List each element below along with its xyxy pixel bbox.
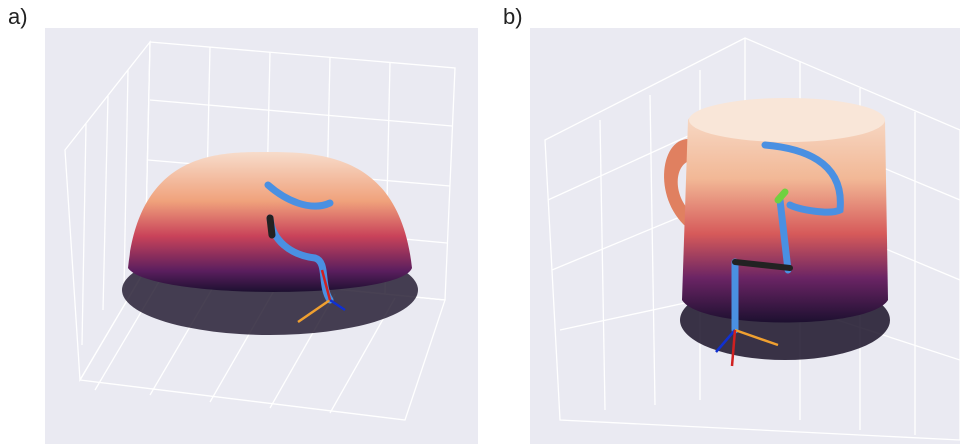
axis-frame: [730, 329, 737, 367]
trajectory-end: [774, 188, 789, 204]
trajectory: [761, 141, 844, 216]
axis-frame: [734, 328, 779, 347]
axis-frame: [715, 329, 736, 353]
trajectory: [731, 196, 792, 334]
trajectory-segment: [732, 259, 793, 271]
panel-label: b): [503, 4, 523, 29]
axis-frame: [329, 298, 346, 312]
axis-frame: [297, 298, 331, 324]
panel-label: a): [8, 4, 28, 29]
trajectory-start: [266, 214, 276, 239]
trajectory: [264, 181, 334, 210]
axis-frame: [320, 269, 332, 301]
panel-a: a): [8, 4, 478, 444]
panel-b: b): [503, 4, 960, 444]
point-cloud-rim: [689, 98, 885, 142]
